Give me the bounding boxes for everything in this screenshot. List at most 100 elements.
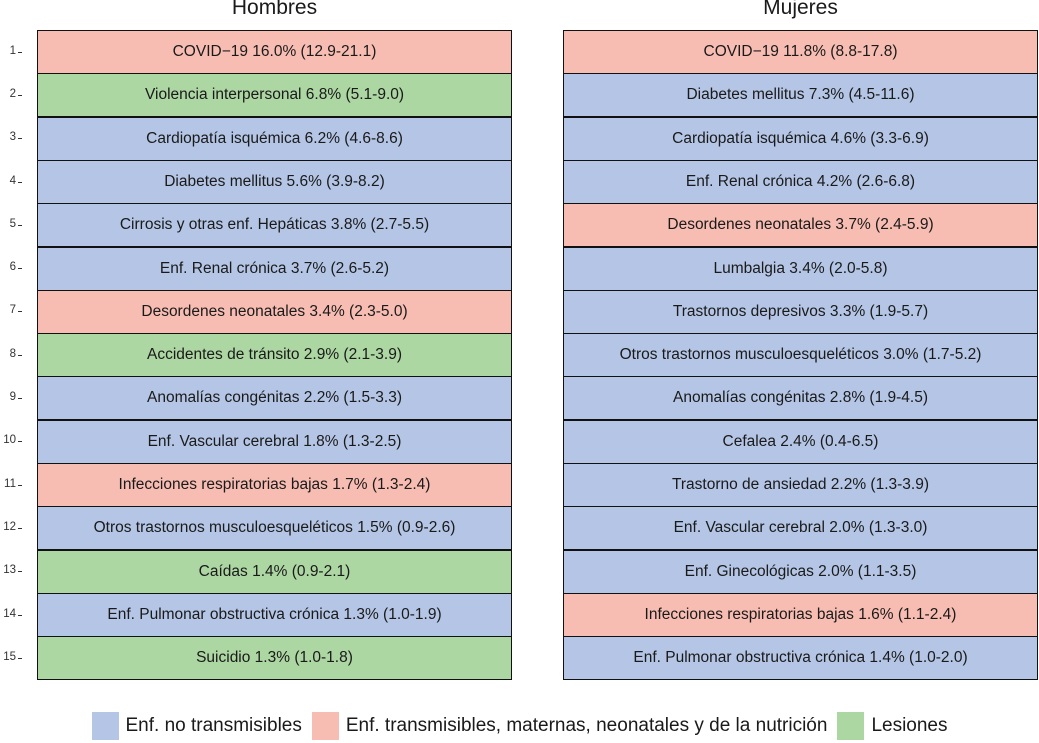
legend-swatch [837, 712, 865, 740]
rank-label: 14 [3, 607, 16, 620]
cause-label: Cefalea 2.4% (0.4-6.5) [722, 432, 879, 450]
legend-label: Enf. transmisibles, maternas, neonatales… [345, 715, 828, 736]
rank-label: 11 [4, 477, 16, 490]
legend-item-injuries: Lesiones [837, 712, 948, 740]
cause-label: Otros trastornos musculoesqueléticos 3.0… [619, 346, 982, 364]
legend-item-ncd: Enf. no transmisibles [91, 712, 302, 740]
rank-tick [18, 94, 22, 96]
legend-item-communicable: Enf. transmisibles, maternas, neonatales… [311, 712, 828, 740]
rank-label: 2 [9, 87, 16, 100]
rank-tick [18, 484, 22, 486]
rank-label: 1 [9, 44, 16, 57]
cause-cell: Desordenes neonatales 3.4% (2.3-5.0) [37, 289, 512, 334]
rank-label: 7 [9, 304, 16, 317]
cause-cell: Anomalías congénitas 2.8% (1.9-4.5) [563, 376, 1038, 421]
rank-label: 15 [3, 650, 16, 663]
cause-cell: Caídas 1.4% (0.9-2.1) [37, 549, 512, 594]
cause-label: Enf. Pulmonar obstructiva crónica 1.3% (… [107, 605, 442, 623]
cause-label: Suicidio 1.3% (1.0-1.8) [196, 649, 353, 667]
cause-label: Accidentes de tránsito 2.9% (2.1-3.9) [146, 346, 403, 364]
cause-cell: Diabetes mellitus 7.3% (4.5-11.6) [563, 73, 1038, 118]
rank-label: 8 [9, 347, 16, 360]
legend: Enf. no transmisibles Enf. transmisibles,… [0, 709, 1039, 743]
cause-cell: Desordenes neonatales 3.7% (2.4-5.9) [563, 203, 1038, 248]
cause-cell: Enf. Pulmonar obstructiva crónica 1.4% (… [563, 636, 1038, 681]
cause-label: Enf. Ginecológicas 2.0% (1.1-3.5) [684, 562, 917, 580]
cause-cell: Cardiopatía isquémica 4.6% (3.3-6.9) [563, 116, 1038, 161]
cause-cell: Cardiopatía isquémica 6.2% (4.6-8.6) [37, 116, 512, 161]
cause-label: COVID−19 11.8% (8.8-17.8) [703, 43, 898, 60]
panel-title-hombres: Hombres [231, 0, 318, 19]
cause-label: Caídas 1.4% (0.9-2.1) [198, 562, 351, 580]
cause-cell: Otros trastornos musculoesqueléticos 1.5… [37, 506, 512, 551]
cause-cell: Enf. Ginecológicas 2.0% (1.1-3.5) [563, 549, 1038, 594]
cause-cell: Suicidio 1.3% (1.0-1.8) [37, 636, 512, 681]
cause-cell: Enf. Renal crónica 3.7% (2.6-5.2) [37, 246, 512, 291]
cause-cell: Cefalea 2.4% (0.4-6.5) [563, 419, 1038, 464]
cause-label: Infecciones respiratorias bajas 1.7% (1.… [118, 476, 431, 493]
panel-title-mujeres: Mujeres [763, 0, 838, 19]
cause-label: Anomalías congénitas 2.2% (1.5-3.3) [146, 389, 403, 407]
rank-label: 10 [3, 434, 16, 447]
cause-label: Cardiopatía isquémica 4.6% (3.3-6.9) [672, 129, 929, 147]
cause-cell: Lumbalgia 3.4% (2.0-5.8) [563, 246, 1038, 291]
legend-label: Lesiones [871, 715, 948, 736]
rank-tick [18, 657, 22, 659]
rank-tick [18, 181, 22, 183]
cause-cell: Trastornos depresivos 3.3% (1.9-5.7) [563, 289, 1038, 334]
rank-tick [18, 224, 22, 226]
legend-label: Enf. no transmisibles [125, 715, 302, 736]
cause-label: Violencia interpersonal 6.8% (5.1-9.0) [144, 86, 405, 104]
cause-label: Cirrosis y otras enf. Hepáticas 3.8% (2.… [119, 216, 430, 234]
rank-tick [18, 614, 22, 616]
cause-label: Enf. Pulmonar obstructiva crónica 1.4% (… [633, 649, 968, 667]
cause-cell: COVID−19 16.0% (12.9-21.1) [37, 30, 512, 74]
cause-label: Otros trastornos musculoesqueléticos 1.5… [93, 519, 456, 537]
rank-label: 3 [9, 131, 16, 144]
cause-cell: Violencia interpersonal 6.8% (5.1-9.0) [37, 73, 512, 118]
rank-tick [18, 138, 22, 140]
cause-cell: Enf. Pulmonar obstructiva crónica 1.3% (… [37, 592, 512, 637]
cause-cell: Trastorno de ansiedad 2.2% (1.3-3.9) [563, 463, 1038, 507]
cause-label: Anomalías congénitas 2.8% (1.9-4.5) [672, 389, 929, 407]
cause-cell: Infecciones respiratorias bajas 1.6% (1.… [563, 592, 1038, 637]
rank-label: 13 [3, 564, 16, 577]
cause-label: Enf. Renal crónica 3.7% (2.6-5.2) [159, 259, 390, 277]
cause-label: Lumbalgia 3.4% (2.0-5.8) [713, 259, 888, 277]
rank-tick [18, 51, 22, 53]
rank-tick [18, 354, 22, 356]
rank-label: 4 [9, 174, 16, 187]
rank-tick [18, 571, 22, 573]
cause-cell: Infecciones respiratorias bajas 1.7% (1.… [37, 463, 512, 507]
cause-cell: Anomalías congénitas 2.2% (1.5-3.3) [37, 376, 512, 421]
cause-label: Diabetes mellitus 5.6% (3.9-8.2) [164, 172, 385, 190]
cause-label: Desordenes neonatales 3.7% (2.4-5.9) [667, 216, 934, 234]
cause-label: Enf. Vascular cerebral 2.0% (1.3-3.0) [673, 519, 928, 537]
rank-tick [18, 441, 22, 443]
cause-label: Enf. Renal crónica 4.2% (2.6-6.8) [685, 172, 916, 190]
legend-swatch [311, 712, 339, 740]
rank-tick [18, 398, 22, 400]
rank-tick [18, 268, 22, 270]
cause-cell: Enf. Vascular cerebral 1.8% (1.3-2.5) [37, 419, 512, 464]
rank-label: 9 [9, 391, 16, 404]
rank-tick [18, 527, 22, 529]
cause-label: Trastornos depresivos 3.3% (1.9-5.7) [672, 302, 929, 320]
cause-cell: Enf. Renal crónica 4.2% (2.6-6.8) [563, 159, 1038, 204]
cause-label: Infecciones respiratorias bajas 1.6% (1.… [644, 605, 957, 623]
cause-label: Enf. Vascular cerebral 1.8% (1.3-2.5) [147, 432, 402, 450]
cause-cell: Cirrosis y otras enf. Hepáticas 3.8% (2.… [37, 203, 512, 248]
cause-label: Cardiopatía isquémica 6.2% (4.6-8.6) [146, 129, 403, 147]
legend-swatch [91, 712, 119, 740]
rank-label: 6 [9, 261, 16, 274]
rank-tick [18, 311, 22, 313]
rank-label: 5 [9, 217, 16, 230]
cause-cell: Otros trastornos musculoesqueléticos 3.0… [563, 333, 1038, 378]
cause-label: Trastorno de ansiedad 2.2% (1.3-3.9) [671, 476, 930, 493]
cause-cell: Accidentes de tránsito 2.9% (2.1-3.9) [37, 333, 512, 378]
cause-label: COVID−19 16.0% (12.9-21.1) [172, 43, 377, 60]
cause-cell: Enf. Vascular cerebral 2.0% (1.3-3.0) [563, 506, 1038, 551]
cause-cell: COVID−19 11.8% (8.8-17.8) [563, 30, 1038, 74]
cause-label: Diabetes mellitus 7.3% (4.5-11.6) [686, 86, 915, 104]
cause-label: Desordenes neonatales 3.4% (2.3-5.0) [141, 302, 408, 320]
